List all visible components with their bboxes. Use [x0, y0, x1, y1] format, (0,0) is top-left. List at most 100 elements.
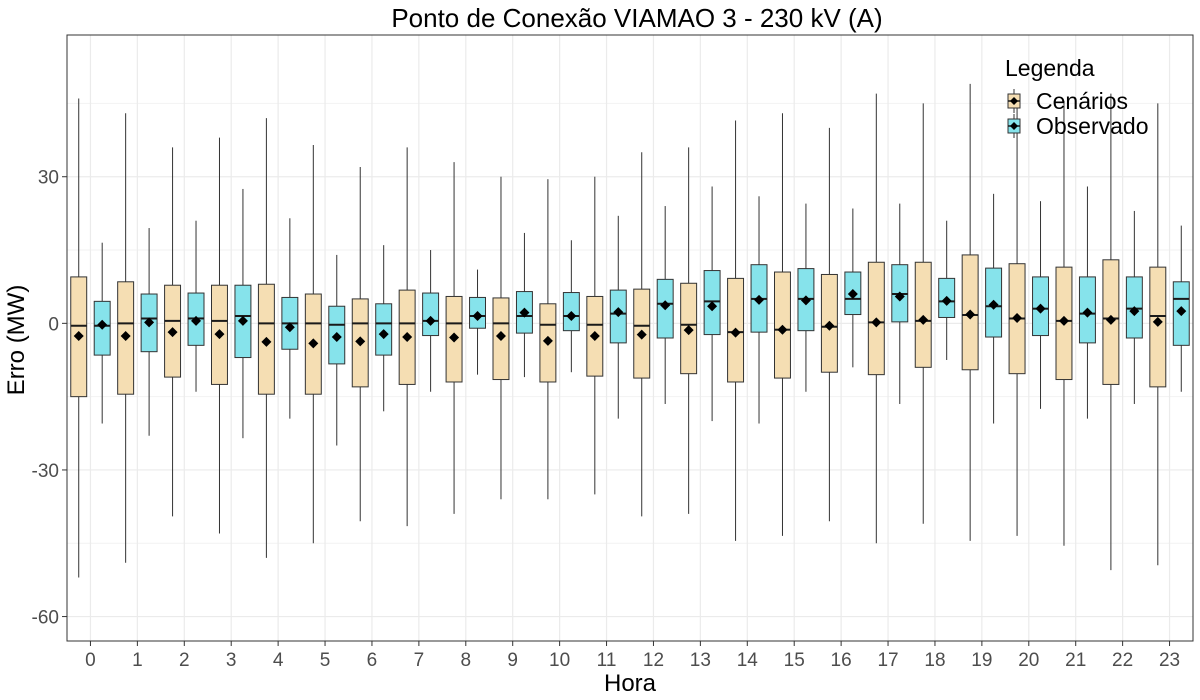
mean-marker: [894, 291, 905, 302]
grid-lines: [67, 35, 1193, 641]
mean-marker: [1058, 315, 1069, 326]
mean-marker: [730, 327, 741, 338]
mean-marker: [120, 331, 131, 342]
mean-marker: [777, 324, 788, 335]
mean-marker: [519, 307, 530, 318]
box-hour-11: [609, 215, 627, 419]
mean-marker: [1129, 306, 1140, 317]
box-hour-7: [398, 147, 416, 527]
box-hour-13: [680, 147, 698, 514]
mean-marker: [402, 332, 413, 343]
box-hour-0: [93, 242, 111, 424]
x-tick-label: 18: [924, 650, 945, 671]
box-hour-16: [820, 127, 838, 522]
box-hour-14: [727, 120, 745, 541]
box-hour-18: [938, 220, 956, 360]
mean-marker: [660, 300, 671, 311]
x-tick-label: 1: [132, 650, 143, 671]
mean-marker: [167, 327, 178, 338]
box-hour-1: [117, 113, 135, 563]
box-hour-15: [774, 113, 791, 536]
y-axis-title: Erro (MW): [3, 285, 30, 396]
x-tick-label: 2: [179, 650, 190, 671]
x-tick-label: 4: [273, 650, 284, 671]
box-hour-13: [703, 186, 721, 422]
box-hour-22: [1102, 93, 1120, 571]
y-tick-label: -30: [32, 461, 59, 482]
box-iqr: [422, 292, 440, 337]
mean-marker: [754, 294, 765, 305]
mean-marker: [847, 289, 858, 300]
mean-marker: [284, 322, 295, 333]
legend-label: Observado: [1036, 113, 1149, 139]
mean-marker: [472, 311, 483, 322]
y-tick-label: -60: [32, 608, 59, 629]
x-tick-label: 19: [971, 650, 992, 671]
legend-item-observado: Observado: [1007, 113, 1149, 139]
y-axis: -60 -30 0 30: [32, 168, 67, 629]
mean-marker: [683, 325, 694, 336]
box-hour-18: [914, 103, 932, 524]
chart-title: Ponto de Conexão VIAMAO 3 - 230 kV (A): [391, 3, 882, 33]
box-hour-5: [328, 254, 346, 446]
box-iqr: [1149, 266, 1167, 388]
box-hour-19: [961, 83, 979, 541]
mean-marker: [214, 329, 225, 340]
x-tick-label: 20: [1018, 650, 1039, 671]
x-tick-label: 0: [85, 650, 96, 671]
box-hour-9: [515, 232, 533, 378]
x-tick-label: 11: [597, 650, 617, 671]
x-tick-label: 9: [507, 650, 518, 671]
box-hour-12: [633, 152, 651, 517]
x-tick-label: 8: [461, 650, 472, 671]
mean-marker: [1082, 307, 1093, 318]
mean-marker: [495, 331, 506, 342]
box-hour-2: [187, 220, 205, 392]
box-hour-12: [656, 206, 674, 404]
legend-title: Legenda: [1005, 55, 1095, 81]
x-tick-label: 21: [1065, 650, 1086, 671]
box-hour-23: [1172, 225, 1190, 392]
box-hour-17: [867, 93, 885, 544]
mean-marker: [824, 320, 835, 331]
mean-marker: [589, 331, 600, 342]
mean-marker: [800, 295, 811, 306]
mean-marker: [918, 314, 929, 325]
x-tick-label: 16: [831, 650, 852, 671]
legend-item-cenários: Cenários: [1007, 88, 1128, 114]
box-hour-21: [1055, 100, 1073, 546]
mean-marker: [1152, 316, 1163, 327]
box-hour-4: [257, 118, 275, 558]
box-hour-3: [234, 188, 252, 439]
mean-marker: [1035, 303, 1046, 314]
mean-marker: [308, 338, 319, 349]
legend-key-mean: [1010, 97, 1018, 105]
box-hour-10: [562, 240, 580, 373]
x-tick-label: 3: [226, 650, 237, 671]
mean-marker: [237, 315, 248, 326]
box-hour-2: [164, 147, 182, 517]
mean-marker: [261, 336, 272, 347]
mean-marker: [566, 311, 577, 322]
mean-marker: [965, 309, 976, 320]
box-hour-17: [891, 203, 909, 404]
box-hour-3: [211, 137, 228, 534]
mean-marker: [871, 317, 882, 328]
legend-label: Cenários: [1036, 88, 1128, 114]
box-hour-5: [304, 144, 322, 544]
plot-panel-border: [66, 34, 1194, 642]
mean-marker: [144, 317, 155, 328]
mean-marker: [97, 319, 108, 330]
legend-key-mean: [1010, 122, 1018, 130]
box-hour-9: [492, 176, 510, 500]
mean-marker: [1105, 314, 1116, 325]
mean-marker: [73, 331, 84, 342]
x-tick-label: 12: [643, 650, 664, 671]
box-series: [70, 83, 1190, 578]
box-hour-20: [1032, 201, 1049, 409]
mean-marker: [355, 336, 366, 347]
box-hour-6: [375, 245, 393, 412]
box-hour-10: [539, 179, 557, 500]
